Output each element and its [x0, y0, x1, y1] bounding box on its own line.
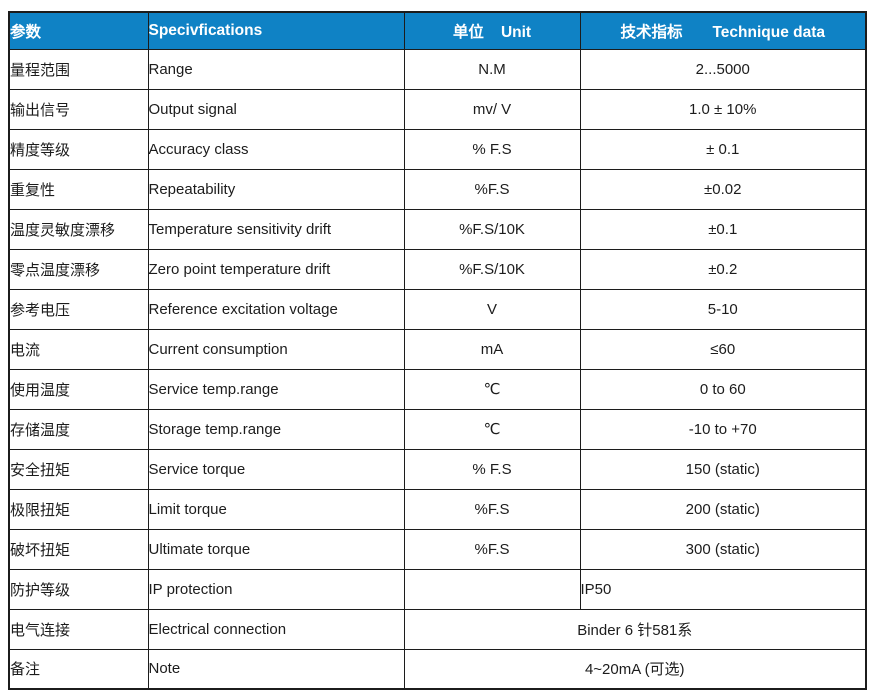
table-row: 零点温度漂移 Zero point temperature drift %F.S… [8, 248, 867, 290]
param-cn: 备注 [8, 648, 149, 690]
param-en: Reference excitation voltage [147, 288, 405, 330]
unit-cell: V [403, 288, 581, 330]
param-cn: 参考电压 [8, 288, 149, 330]
param-cn: 零点温度漂移 [8, 248, 149, 290]
header-tech-cn: 技术指标 [620, 23, 683, 41]
param-cn: 电气连接 [8, 608, 149, 650]
param-cn: 使用温度 [8, 368, 149, 410]
param-en: Output signal [147, 88, 405, 130]
value-cell: 150 (static) [579, 448, 867, 490]
header-unit-cn: 单位 [452, 23, 484, 41]
unit-cell: ℃ [403, 368, 581, 410]
unit-cell: ℃ [403, 408, 581, 450]
unit-cell: %F.S [403, 168, 581, 210]
table-row: 量程范围 Range N.M 2...5000 [8, 48, 867, 90]
table-row: 备注 Note 4~20mA (可选) [8, 648, 867, 690]
param-en: Accuracy class [147, 128, 405, 170]
param-cn: 安全扭矩 [8, 448, 149, 490]
unit-cell: %F.S/10K [403, 248, 581, 290]
table-row: 安全扭矩 Service torque % F.S 150 (static) [8, 448, 867, 490]
value-cell: 5-10 [579, 288, 867, 330]
param-cn: 极限扭矩 [8, 488, 149, 530]
param-en: Repeatability [147, 168, 405, 210]
value-cell: 0 to 60 [579, 368, 867, 410]
value-cell: 200 (static) [579, 488, 867, 530]
param-en: Temperature sensitivity drift [147, 208, 405, 250]
param-en: Service temp.range [147, 368, 405, 410]
param-en: IP protection [147, 568, 405, 610]
param-cn: 存储温度 [8, 408, 149, 450]
table-row: 电流 Current consumption mA ≤60 [8, 328, 867, 370]
value-cell: -10 to +70 [579, 408, 867, 450]
header-unit: 单位 Unit [403, 11, 581, 50]
unit-cell [403, 568, 581, 610]
table-row: 使用温度 Service temp.range ℃ 0 to 60 [8, 368, 867, 410]
header-unit-en: Unit [500, 23, 532, 41]
table-row: 参考电压 Reference excitation voltage V 5-10 [8, 288, 867, 330]
param-cn: 输出信号 [8, 88, 149, 130]
value-cell: ±0.1 [579, 208, 867, 250]
value-cell-merged: 4~20mA (可选) [403, 648, 867, 690]
param-en: Storage temp.range [147, 408, 405, 450]
header-specifications: Specivfications [147, 11, 405, 50]
table-row: 存储温度 Storage temp.range ℃ -10 to +70 [8, 408, 867, 450]
table-row: 精度等级 Accuracy class % F.S ± 0.1 [8, 128, 867, 170]
param-en: Service torque [147, 448, 405, 490]
specifications-table: 参数 Specivfications 单位 Unit 技术指标 Technique … [8, 11, 867, 690]
param-cn: 温度灵敏度漂移 [8, 208, 149, 250]
unit-cell: mv/ V [403, 88, 581, 130]
unit-cell: %F.S [403, 528, 581, 570]
header-param: 参数 [8, 11, 149, 50]
table-row: 输出信号 Output signal mv/ V 1.0 ± 10% [8, 88, 867, 130]
param-en: Limit torque [147, 488, 405, 530]
param-cn: 破坏扭矩 [8, 528, 149, 570]
param-en: Current consumption [147, 328, 405, 370]
unit-cell: % F.S [403, 448, 581, 490]
param-en: Zero point temperature drift [147, 248, 405, 290]
table-row: 极限扭矩 Limit torque %F.S 200 (static) [8, 488, 867, 530]
table-row: 温度灵敏度漂移 Temperature sensitivity drift %F… [8, 208, 867, 250]
value-cell: IP50 [579, 568, 867, 610]
unit-cell: mA [403, 328, 581, 370]
value-cell-merged: Binder 6 针581系 [403, 608, 867, 650]
header-row: 参数 Specivfications 单位 Unit 技术指标 Technique … [8, 11, 867, 50]
unit-cell: % F.S [403, 128, 581, 170]
param-en: Note [147, 648, 405, 690]
table-row: 电气连接 Electrical connection Binder 6 针581… [8, 608, 867, 650]
param-cn: 重复性 [8, 168, 149, 210]
table-row: 重复性 Repeatability %F.S ±0.02 [8, 168, 867, 210]
table-row: 防护等级 IP protection IP50 [8, 568, 867, 610]
table-row: 破坏扭矩 Ultimate torque %F.S 300 (static) [8, 528, 867, 570]
unit-cell: N.M [403, 48, 581, 90]
param-en: Range [147, 48, 405, 90]
value-cell: 300 (static) [579, 528, 867, 570]
unit-cell: %F.S [403, 488, 581, 530]
param-en: Ultimate torque [147, 528, 405, 570]
value-cell: ± 0.1 [579, 128, 867, 170]
param-en: Electrical connection [147, 608, 405, 650]
value-cell: ±0.2 [579, 248, 867, 290]
param-cn: 防护等级 [8, 568, 149, 610]
header-technique-data: 技术指标 Technique data [579, 11, 867, 50]
header-tech-en: Technique data [712, 23, 826, 41]
value-cell: ±0.02 [579, 168, 867, 210]
param-cn: 电流 [8, 328, 149, 370]
value-cell: 2...5000 [579, 48, 867, 90]
value-cell: ≤60 [579, 328, 867, 370]
param-cn: 量程范围 [8, 48, 149, 90]
unit-cell: %F.S/10K [403, 208, 581, 250]
param-cn: 精度等级 [8, 128, 149, 170]
value-cell: 1.0 ± 10% [579, 88, 867, 130]
